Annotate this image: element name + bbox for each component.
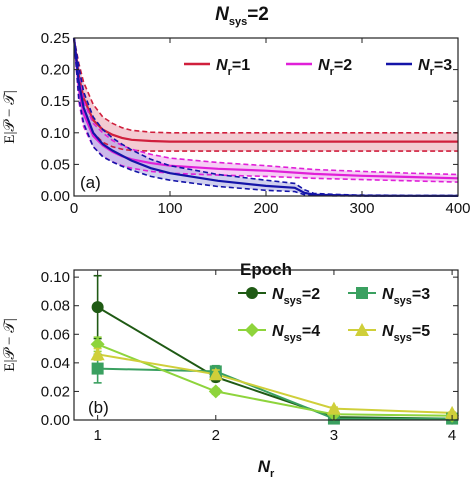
legend-label-2: Nsys=3	[382, 286, 430, 307]
x-axis-label: Nr	[258, 457, 275, 479]
legend-label-rest: =4	[302, 323, 320, 340]
x-tick-label: 4	[448, 427, 456, 444]
series-line-2	[97, 367, 453, 420]
legend-marker-2	[356, 287, 368, 299]
series-line-4	[97, 353, 453, 414]
series-upper-line-3	[73, 37, 458, 197]
panel-a-title: Nsys=2	[215, 4, 269, 28]
x-tick-label: 3	[330, 427, 338, 444]
legend-marker-3	[245, 323, 259, 337]
panel-a-title-sub: sys	[229, 16, 247, 28]
legend-label-main: N	[318, 57, 330, 74]
legend-label-1: Nr=1	[216, 57, 250, 78]
legend-label-sub: r	[330, 66, 335, 78]
x-tick-label: 400	[445, 200, 470, 217]
series-line-3	[97, 343, 453, 417]
panel-label: (a)	[80, 173, 101, 192]
legend-marker-4	[355, 323, 369, 336]
y-tick-label: 0.08	[41, 298, 70, 315]
y-tick-label: 0.02	[41, 383, 70, 400]
legend-label-3: Nr=3	[418, 57, 452, 78]
legend-label-sub: sys	[394, 295, 412, 307]
x-tick-label: 2	[212, 427, 220, 444]
legend-label-rest: =2	[302, 286, 320, 303]
legend-label-1: Nsys=2	[272, 286, 320, 307]
panel-label: (b)	[88, 398, 109, 417]
legend-label-main: N	[418, 57, 430, 74]
y-axis-label: E|𝒫 − 𝒯|	[2, 318, 18, 371]
y-tick-label: 0.04	[41, 355, 70, 372]
data-point	[91, 362, 104, 375]
series-upper-line-1	[73, 37, 458, 134]
panel-a-plot: 0 100 200 300 4000.000.050.100.150.200.25Epo…	[2, 30, 471, 279]
legend-label-rest: =2	[334, 57, 352, 74]
x-tick-label: 200	[253, 200, 278, 217]
legend-label-sub: sys	[284, 332, 302, 344]
data-point	[208, 384, 223, 399]
y-axis-label: E|𝒫 − 𝒯|	[2, 90, 18, 143]
data-point	[90, 347, 105, 361]
panel-b-plot: 1 2 3 4 0.00 0.02 0.04 0.06 0.08 0.10 Nr E|𝒫 − 𝒯| (b…	[2, 269, 460, 479]
series-line-2	[72, 37, 459, 180]
legend-label-4: Nsys=5	[382, 323, 430, 344]
legend-label-rest: =5	[412, 323, 430, 340]
x-tick-label: 300	[349, 200, 374, 217]
legend-label-rest: =1	[232, 57, 250, 74]
y-tick-label: 0.20	[41, 62, 70, 79]
x-tick-label: 0	[70, 200, 78, 217]
x-axis-label-sub: r	[270, 468, 275, 479]
legend-label-sub: sys	[394, 332, 412, 344]
plot-frame	[73, 269, 459, 421]
series-line-3	[72, 37, 459, 197]
y-tick-label: 0.10	[41, 125, 70, 142]
data-point	[208, 367, 223, 381]
legend-label-main: N	[272, 286, 284, 303]
legend-label-main: N	[272, 323, 284, 340]
y-tick-label: 0.25	[41, 30, 70, 47]
legend-label-main: N	[216, 57, 228, 74]
x-axis-label-main: N	[258, 457, 271, 476]
legend-label-rest: =3	[412, 286, 430, 303]
data-point	[326, 401, 341, 415]
y-tick-label: 0.06	[41, 326, 70, 343]
series-upper-line-2	[73, 37, 459, 176]
legend-label-sub: r	[430, 66, 435, 78]
y-tick-label: 0.00	[41, 188, 70, 205]
legend-label-sub: r	[228, 66, 233, 78]
legend-label-main: N	[382, 323, 394, 340]
legend-label-2: Nr=2	[318, 57, 352, 78]
series-lower-line-1	[73, 37, 458, 152]
panel-a-title-main: N	[215, 4, 230, 25]
y-tick-label: 0.00	[41, 412, 70, 429]
data-point	[445, 405, 460, 419]
series-band-1	[74, 38, 458, 152]
data-point	[91, 301, 104, 314]
legend-label-sub: sys	[284, 295, 302, 307]
panel-a-title-rest: =2	[247, 4, 269, 25]
legend-label-3: Nsys=4	[272, 323, 320, 344]
x-tick-label: 1	[93, 427, 101, 444]
series-line-1	[72, 37, 458, 143]
y-tick-label: 0.05	[41, 156, 70, 173]
y-tick-label: 0.10	[41, 269, 70, 286]
legend-label-main: N	[382, 286, 394, 303]
legend-marker-1	[246, 287, 258, 299]
legend-label-rest: =3	[434, 57, 452, 74]
y-tick-label: 0.15	[41, 93, 70, 110]
x-tick-label: 100	[157, 200, 182, 217]
